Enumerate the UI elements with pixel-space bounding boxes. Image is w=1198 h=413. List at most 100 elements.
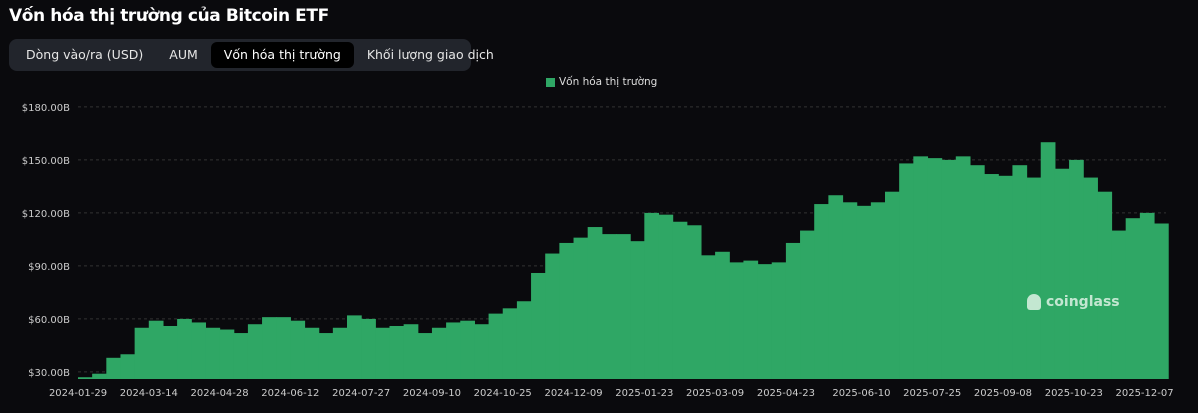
bar [955,156,971,379]
bar [1026,177,1042,379]
x-tick-label: 2025-09-08 [974,388,1032,399]
x-tick-label: 2024-03-14 [120,388,178,399]
bar [516,301,532,379]
bar [1069,159,1084,379]
bar [219,329,235,379]
bar [1012,165,1028,379]
bar [247,324,263,379]
watermark-text: coinglass [1046,294,1120,310]
bar [814,204,829,379]
bar [191,322,206,379]
bar [403,324,419,379]
bar [559,242,575,379]
chart-legend[interactable]: Vốn hóa thị trường [546,76,657,88]
bar [913,156,929,379]
bar [1083,177,1098,379]
bar [162,325,178,379]
y-tick-label: $180.00B [22,103,70,114]
bar [927,158,943,379]
bar [332,327,348,379]
bar [531,272,546,379]
bar [431,327,447,379]
coinglass-logo-icon [1027,294,1041,310]
x-tick-label: 2025-01-23 [615,388,673,399]
y-tick-label: $150.00B [22,156,70,167]
bar [347,315,362,379]
bar [658,214,674,379]
bar [1125,218,1141,379]
x-tick-label: 2024-04-28 [191,388,249,399]
bar [389,325,405,379]
bar [1054,168,1070,379]
x-tick-label: 2025-04-23 [757,388,815,399]
coinglass-watermark: coinglass [1027,294,1120,310]
bar [800,230,815,379]
y-tick-label: $60.00B [28,315,70,326]
tab-aum[interactable]: AUM [169,47,198,62]
bar [233,333,249,379]
x-tick-label: 2025-07-25 [903,388,961,399]
tab-volume[interactable]: Khối lượng giao dịch [366,47,494,62]
bar [785,242,801,379]
bar [460,320,475,379]
bar [743,260,759,379]
bar [361,318,376,379]
tab-bar: Dòng vào/ra (USD) AUM Vốn hóa thị trường… [9,39,494,71]
bar [205,327,221,379]
y-tick-label: $120.00B [22,209,70,220]
bar [828,195,844,379]
bar [304,327,320,379]
bar [92,373,107,379]
y-tick-label: $90.00B [28,262,70,273]
legend-swatch [546,77,555,87]
bar [601,234,617,379]
x-tick-label: 2025-03-09 [686,388,744,399]
bar [842,202,858,379]
bar [262,317,277,379]
bar [630,241,645,379]
bar [488,313,504,379]
bar [686,225,702,379]
x-tick-label: 2024-06-12 [261,388,319,399]
bar [474,324,490,379]
bar [177,318,192,379]
bar [870,202,886,379]
bar [644,212,660,379]
bar [78,377,93,379]
bar [120,354,136,379]
bar [715,251,730,379]
bar [545,253,560,379]
bar [1111,230,1127,379]
x-tick-label: 2025-06-10 [832,388,890,399]
bar [771,262,787,379]
bar [573,237,589,379]
bar [1040,142,1056,379]
bar [1154,223,1169,379]
x-tick-label: 2024-01-29 [49,388,107,399]
x-tick-label: 2024-09-10 [403,388,461,399]
bar [446,322,461,379]
bar [672,221,688,379]
x-tick-label: 2024-07-27 [332,388,390,399]
tab-flows[interactable]: Dòng vào/ra (USD) [26,47,144,62]
legend-label: Vốn hóa thị trường [559,76,658,88]
bar [290,320,306,379]
bar [899,163,914,379]
y-tick-label: $30.00B [28,368,70,379]
tab-market-cap[interactable]: Vốn hóa thị trường [210,42,354,68]
bar [1139,212,1155,379]
bar [969,165,985,379]
bar [729,262,744,379]
bar [375,327,391,379]
bar [502,308,518,379]
x-tick-label: 2025-10-23 [1045,388,1103,399]
bar [134,327,150,379]
bar [1097,191,1113,379]
x-tick-label: 2024-10-25 [474,388,532,399]
x-tick-label: 2025-12-07 [1115,388,1173,399]
bar [941,159,957,379]
bar [856,205,872,379]
bar [757,264,773,379]
bar [106,357,122,379]
